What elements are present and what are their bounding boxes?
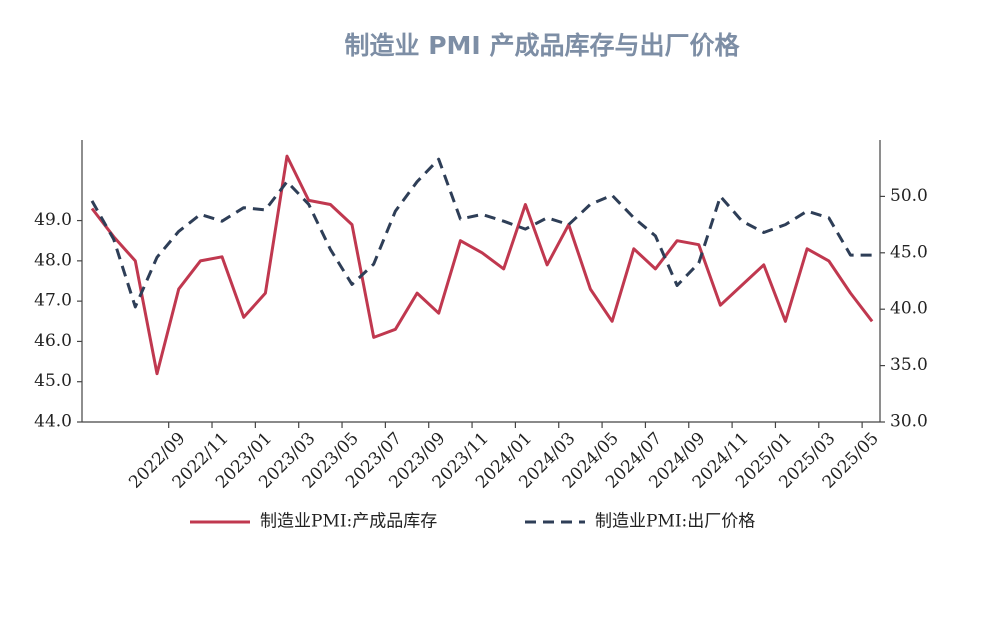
y2-tick-label: 50.0 [890,186,928,206]
legend-label: 制造业PMI:产成品库存 [260,512,437,532]
y2-tick-label: 45.0 [890,242,928,262]
y-tick-label: 46.0 [34,331,72,351]
y-tick-label: 47.0 [34,291,72,311]
y-tick-label: 44.0 [34,412,72,432]
y-tick-label: 48.0 [34,250,72,270]
y2-tick-label: 40.0 [890,299,928,319]
chart-title: 制造业 PMI 产成品库存与出厂价格 [345,31,741,60]
legend-label: 制造业PMI:出厂价格 [595,512,755,532]
y2-tick-label: 35.0 [890,355,928,375]
y2-tick-label: 30.0 [890,412,928,432]
series-line [90,154,874,376]
y-tick-label: 49.0 [34,210,72,230]
series-line [90,157,873,309]
y-tick-label: 45.0 [34,371,72,391]
